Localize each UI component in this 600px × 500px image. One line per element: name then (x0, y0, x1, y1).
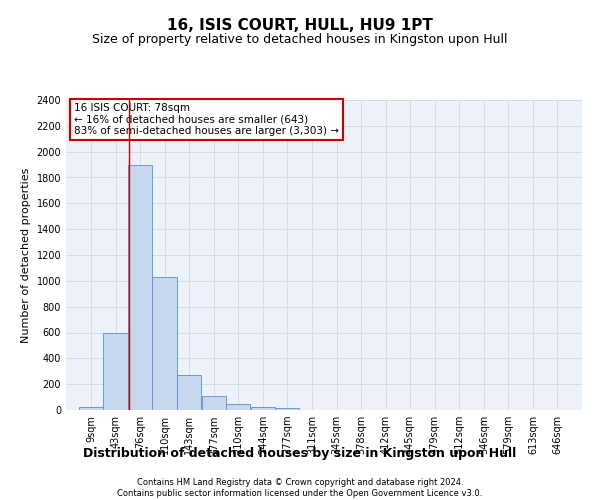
Bar (128, 164, 152, 410)
Text: Distribution of detached houses by size in Kingston upon Hull: Distribution of detached houses by size … (83, 448, 517, 460)
Bar (79, 407, 103, 410)
Bar (226, 404, 250, 410)
Text: Contains HM Land Registry data © Crown copyright and database right 2024.
Contai: Contains HM Land Registry data © Crown c… (118, 478, 482, 498)
Bar (103, 332, 128, 410)
Bar (176, 375, 201, 410)
Text: Size of property relative to detached houses in Kingston upon Hull: Size of property relative to detached ho… (92, 32, 508, 46)
Bar (275, 408, 299, 410)
Bar (202, 396, 226, 410)
Text: 16 ISIS COURT: 78sqm
← 16% of detached houses are smaller (643)
83% of semi-deta: 16 ISIS COURT: 78sqm ← 16% of detached h… (74, 103, 339, 136)
Text: 16, ISIS COURT, HULL, HU9 1PT: 16, ISIS COURT, HULL, HU9 1PT (167, 18, 433, 32)
Bar (152, 277, 177, 410)
Bar (251, 407, 275, 410)
Y-axis label: Number of detached properties: Number of detached properties (21, 168, 31, 342)
